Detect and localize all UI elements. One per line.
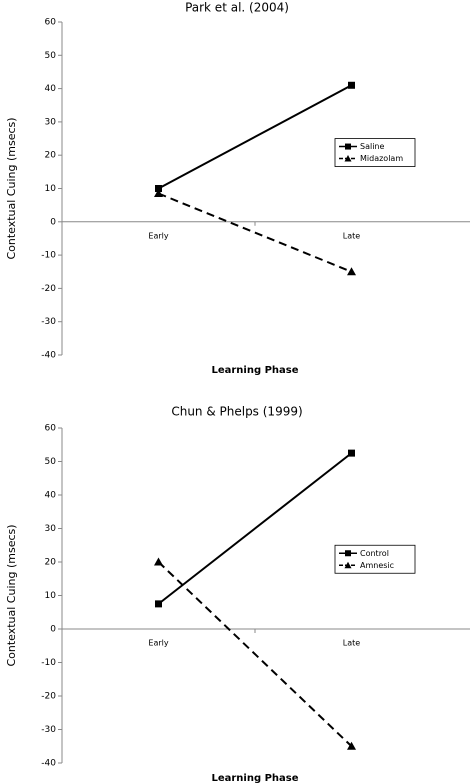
y-tick-label: 40 xyxy=(45,491,57,501)
y-tick-label: -40 xyxy=(41,759,56,769)
series-line xyxy=(157,452,353,605)
x-axis-title: Learning Phase xyxy=(211,365,298,376)
legend-label: Saline xyxy=(360,142,384,151)
chart-title: Chun & Phelps (1999) xyxy=(171,405,302,419)
y-tick-label: -10 xyxy=(41,658,56,668)
data-point xyxy=(347,741,356,750)
y-tick-label: 0 xyxy=(50,217,56,227)
legend-label: Control xyxy=(360,549,389,558)
y-tick-label: 10 xyxy=(45,591,57,601)
data-point xyxy=(155,185,162,192)
data-point xyxy=(348,81,355,89)
y-tick-label: -20 xyxy=(41,284,56,294)
chart-title: Park et al. (2004) xyxy=(185,1,289,15)
y-tick-label: 60 xyxy=(45,18,57,28)
y-tick-label: 30 xyxy=(45,524,57,534)
data-point xyxy=(348,449,355,457)
y-axis-title: Contextual Cuing (msecs) xyxy=(5,117,18,259)
y-tick-label: 30 xyxy=(45,117,57,127)
legend-box xyxy=(334,138,416,167)
legend-marker xyxy=(345,143,351,150)
data-point xyxy=(154,557,163,566)
y-tick-label: -40 xyxy=(41,351,56,361)
legend-box xyxy=(334,544,416,574)
y-tick-label: -30 xyxy=(41,725,56,735)
x-axis-title: Learning Phase xyxy=(211,773,298,783)
series-line xyxy=(157,561,353,747)
x-tick-label: Early xyxy=(148,231,168,240)
y-tick-label: -10 xyxy=(41,251,56,261)
series-line xyxy=(158,192,352,273)
y-tick-label: 0 xyxy=(50,625,56,635)
y-tick-label: -20 xyxy=(41,692,56,702)
y-tick-label: 60 xyxy=(45,424,57,434)
legend-marker xyxy=(344,155,352,162)
y-tick-label: 10 xyxy=(45,184,57,194)
legend-label: Midazolam xyxy=(360,154,403,163)
y-tick-label: 20 xyxy=(45,558,57,568)
x-tick-label: Late xyxy=(343,231,360,240)
y-tick-label: 50 xyxy=(45,51,57,61)
y-tick-label: 50 xyxy=(45,457,57,467)
data-point xyxy=(347,267,356,276)
legend-label: Amnesic xyxy=(360,561,394,570)
data-point xyxy=(154,188,163,197)
series-line xyxy=(158,84,352,190)
y-tick-label: 20 xyxy=(45,151,57,161)
legend-marker xyxy=(344,561,352,569)
y-axis-title: Contextual Cuing (msecs) xyxy=(5,524,18,666)
data-point xyxy=(155,600,162,608)
x-tick-label: Late xyxy=(343,639,360,648)
legend-marker xyxy=(345,550,351,557)
y-tick-label: -30 xyxy=(41,317,56,327)
y-tick-label: 40 xyxy=(45,84,57,94)
x-tick-label: Early xyxy=(148,639,168,648)
